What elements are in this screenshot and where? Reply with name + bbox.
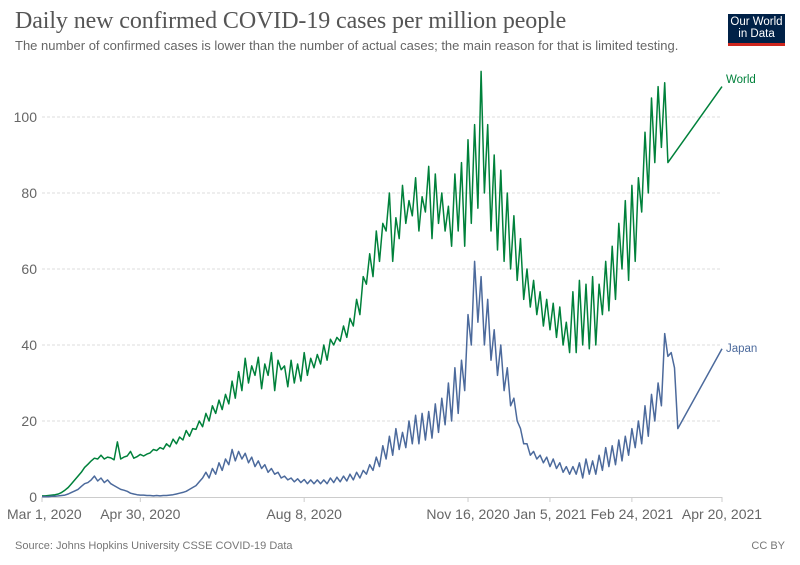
y-tick-label-20: 20 (21, 413, 37, 429)
label-layer: World Japan (726, 74, 757, 355)
logo-line-1: Our World (730, 16, 783, 28)
x-tick-label: Nov 16, 2020 (426, 506, 509, 522)
axis-layer: 0 20 40 60 80 100 Mar 1, 2020 Apr 30, 2020 Aug 8… (7, 109, 762, 522)
grid-layer (42, 116, 722, 422)
y-tick-label-40: 40 (21, 337, 37, 353)
x-tick-label: Feb 24, 2021 (591, 506, 674, 522)
x-tick-label: Jan 5, 2021 (513, 506, 586, 522)
series-layer (42, 70, 723, 498)
x-tick-label: Apr 20, 2021 (682, 506, 762, 522)
x-tick-label: Apr 30, 2020 (100, 506, 180, 522)
y-tick-label-80: 80 (21, 185, 37, 201)
series-line-world (42, 70, 723, 497)
logo-line-2: in Data (738, 28, 775, 40)
chart-subtitle: The number of confirmed cases is lower t… (15, 38, 679, 53)
y-tick-label-60: 60 (21, 261, 37, 277)
chart-title: Daily new confirmed COVID-19 cases per m… (15, 8, 567, 34)
license-link[interactable]: CC BY (751, 540, 785, 552)
series-label-japan: Japan (726, 343, 757, 355)
source-note: Source: Johns Hopkins University CSSE CO… (15, 540, 293, 552)
y-tick-label-100: 100 (14, 109, 38, 125)
series-label-world: World (726, 74, 756, 86)
x-tick-label: Mar 1, 2020 (7, 506, 82, 522)
series-line-japan (42, 260, 723, 498)
y-tick-label-0: 0 (29, 489, 37, 505)
x-tick-label: Aug 8, 2020 (266, 506, 342, 522)
owid-logo[interactable]: Our World in Data (728, 14, 785, 46)
